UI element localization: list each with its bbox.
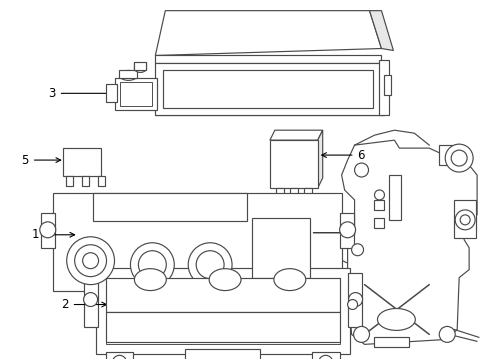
Bar xyxy=(303,188,311,200)
Circle shape xyxy=(318,355,332,360)
Polygon shape xyxy=(269,130,322,140)
Bar xyxy=(41,213,55,248)
Bar xyxy=(388,175,401,220)
Bar xyxy=(379,60,388,115)
Bar xyxy=(105,312,339,342)
Circle shape xyxy=(83,293,98,306)
Bar xyxy=(120,82,152,106)
Ellipse shape xyxy=(134,64,146,72)
Bar xyxy=(275,188,283,200)
Bar xyxy=(105,84,117,102)
Bar xyxy=(438,145,458,165)
Bar xyxy=(115,78,157,110)
Circle shape xyxy=(339,222,355,238)
Bar xyxy=(92,193,246,221)
Bar xyxy=(289,188,297,200)
Circle shape xyxy=(82,253,99,269)
Bar xyxy=(185,349,260,360)
Bar xyxy=(155,63,384,115)
Bar xyxy=(105,352,133,360)
Bar xyxy=(53,193,341,291)
Bar xyxy=(453,200,475,238)
Circle shape xyxy=(347,300,357,310)
Circle shape xyxy=(196,251,224,279)
Bar xyxy=(155,55,381,63)
Circle shape xyxy=(348,293,362,306)
Bar xyxy=(269,140,317,188)
Circle shape xyxy=(66,237,114,285)
Circle shape xyxy=(454,210,474,230)
Circle shape xyxy=(188,243,232,287)
Bar xyxy=(374,337,408,347)
Circle shape xyxy=(438,327,454,342)
Bar xyxy=(105,278,339,312)
Circle shape xyxy=(75,245,106,276)
Circle shape xyxy=(354,163,368,177)
Bar xyxy=(65,176,73,186)
Polygon shape xyxy=(341,140,476,345)
Bar xyxy=(119,71,137,78)
Circle shape xyxy=(138,251,166,279)
Bar xyxy=(81,176,88,186)
Bar xyxy=(105,278,339,345)
Circle shape xyxy=(450,150,466,166)
Ellipse shape xyxy=(273,269,305,291)
Bar xyxy=(384,75,390,95)
Ellipse shape xyxy=(119,71,137,80)
Bar xyxy=(347,273,361,328)
Bar xyxy=(98,176,104,186)
Ellipse shape xyxy=(134,269,166,291)
Text: 2: 2 xyxy=(61,298,106,311)
Polygon shape xyxy=(369,11,393,50)
Circle shape xyxy=(40,222,56,238)
Bar xyxy=(95,268,349,354)
Bar xyxy=(134,62,146,71)
Bar xyxy=(163,71,372,108)
Text: 3: 3 xyxy=(48,87,114,100)
Circle shape xyxy=(130,243,174,287)
Ellipse shape xyxy=(209,269,241,291)
Polygon shape xyxy=(155,11,381,55)
Bar xyxy=(374,200,384,210)
Bar xyxy=(339,213,353,248)
Polygon shape xyxy=(317,130,322,188)
Circle shape xyxy=(374,190,384,200)
Text: 5: 5 xyxy=(21,154,61,167)
Bar xyxy=(83,273,98,328)
Circle shape xyxy=(353,327,369,342)
Circle shape xyxy=(459,215,469,225)
Text: 4: 4 xyxy=(300,226,347,239)
Ellipse shape xyxy=(377,309,414,330)
Bar xyxy=(374,218,384,228)
Circle shape xyxy=(112,355,126,360)
Circle shape xyxy=(444,144,472,172)
Bar xyxy=(251,218,309,278)
Text: 6: 6 xyxy=(321,149,365,162)
Circle shape xyxy=(351,244,363,256)
Bar xyxy=(62,148,101,176)
Text: 1: 1 xyxy=(31,228,75,241)
Bar xyxy=(311,352,339,360)
